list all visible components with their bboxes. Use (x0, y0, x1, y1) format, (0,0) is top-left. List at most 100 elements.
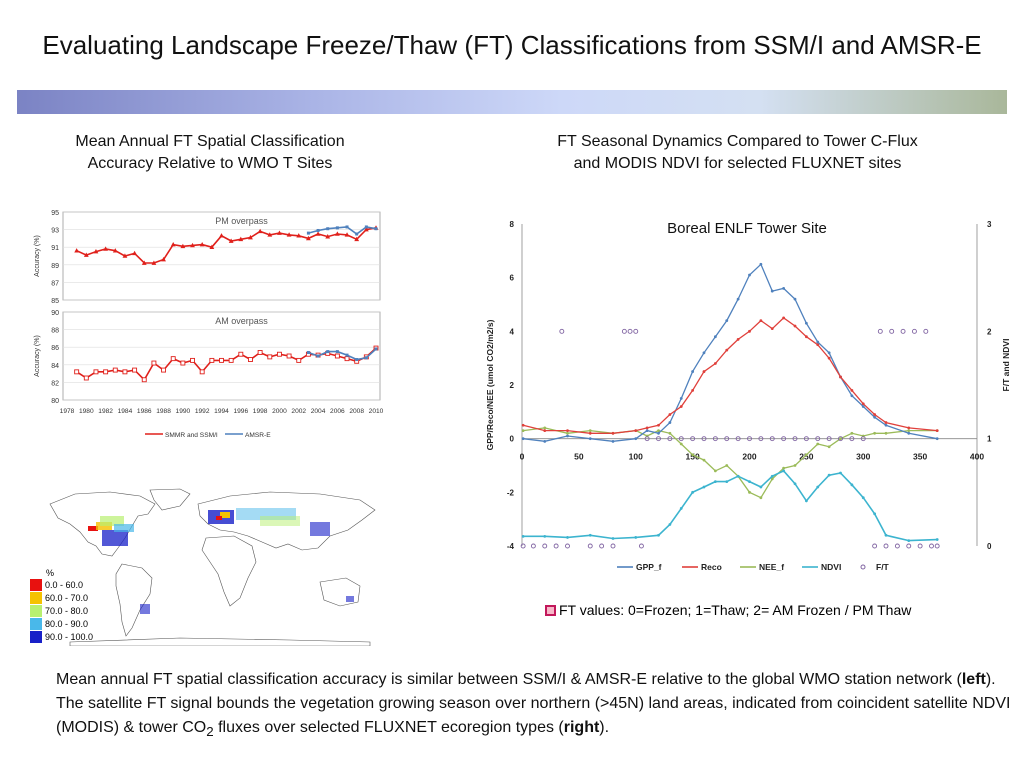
ft-point (889, 328, 895, 334)
ft-point (934, 543, 940, 549)
y-tick-label: 95 (51, 210, 59, 217)
data-point (713, 469, 717, 473)
ft-point (747, 436, 752, 442)
ft-point (803, 436, 809, 442)
data-point (679, 397, 683, 400)
ft-point (923, 328, 929, 334)
x-tick-label: 2000 (272, 408, 287, 415)
data-point (334, 353, 340, 359)
map-legend-row: 0.0 - 60.0 (30, 578, 93, 591)
data-point (611, 431, 615, 435)
map-blue-patch-na (102, 530, 128, 546)
x-tick-label: 150 (686, 452, 700, 462)
data-point (374, 347, 378, 351)
ft-point (530, 543, 536, 549)
data-point (657, 533, 660, 537)
data-point (657, 423, 660, 427)
x-tick-label: 1978 (60, 408, 75, 415)
data-point (691, 490, 695, 494)
data-point (170, 356, 176, 362)
data-point (748, 329, 751, 333)
data-point (161, 367, 167, 373)
map-red-patch-na (88, 526, 98, 531)
ft-point (906, 543, 912, 549)
ft-point (769, 436, 775, 442)
data-point (713, 362, 717, 365)
data-point (782, 466, 786, 470)
right-caption-line2: and MODIS NDVI for selected FLUXNET site… (573, 155, 902, 172)
world-accuracy-map (49, 488, 376, 646)
data-point (345, 225, 349, 229)
data-point (543, 439, 547, 443)
ft-point (815, 436, 821, 442)
map-legend-swatch (30, 591, 42, 604)
map-green-patch-asia (260, 516, 300, 526)
data-point (679, 442, 683, 446)
data-point (122, 253, 128, 258)
data-point (316, 354, 320, 358)
data-point (588, 431, 592, 435)
data-point (296, 233, 302, 238)
data-point (170, 241, 176, 247)
footer-part1: Mean annual FT spatial classification ac… (56, 671, 962, 688)
x-tick-label: 1990 (176, 408, 191, 415)
legend-label: F/T (876, 562, 890, 572)
map-blue-patch-au (346, 596, 354, 602)
data-point (306, 235, 311, 241)
footer-bold-right: right (563, 719, 600, 736)
x-tick-label: 2006 (330, 408, 345, 415)
map-legend-label: 90.0 - 100.0 (45, 631, 94, 642)
data-point (151, 360, 157, 366)
map-legend-row: 90.0 - 100.0 (30, 630, 93, 643)
data-point (334, 231, 340, 236)
series-line (523, 263, 938, 442)
data-point (736, 474, 740, 478)
data-point (122, 369, 128, 375)
data-point (691, 388, 695, 392)
legend-label-amsre: AMSR-E (245, 432, 271, 439)
data-point (364, 356, 368, 360)
data-point (276, 351, 282, 357)
map-legend-title: % (46, 568, 55, 578)
ft-point (587, 543, 593, 549)
x-tick-label: 1998 (253, 408, 268, 415)
ft-point (758, 436, 764, 442)
panel-title: PM overpass (215, 216, 268, 226)
map-legend: % 0.0 - 60.0 60.0 - 70.0 70.0 - 80.0 80.… (30, 568, 93, 643)
data-point (112, 248, 118, 253)
slide-title: Evaluating Landscape Freeze/Thaw (FT) Cl… (42, 30, 982, 60)
data-point (180, 360, 186, 366)
ft-point (621, 328, 627, 334)
map-cyan-patch-na (114, 524, 134, 532)
x-tick-label: 1982 (98, 408, 113, 415)
data-point (827, 356, 831, 360)
left-caption-line2: Accuracy Relative to WMO T Sites (87, 155, 333, 172)
data-point (935, 538, 939, 541)
map-legend-swatch (30, 630, 42, 643)
ft-point (911, 328, 917, 334)
x-tick-label: 1992 (195, 408, 210, 415)
data-point (679, 507, 683, 510)
data-point (657, 429, 660, 433)
data-point (793, 324, 797, 328)
data-point (267, 232, 273, 237)
ft-point (917, 543, 923, 549)
data-point (873, 512, 877, 516)
footer-bold-left: left (961, 671, 986, 688)
map-legend-swatch (30, 578, 42, 591)
footer-part4: ). (599, 719, 610, 736)
y2-tick-label: 0 (987, 542, 992, 551)
series-line (76, 227, 377, 264)
data-point (668, 523, 672, 526)
data-point (770, 327, 774, 331)
data-point (907, 539, 911, 543)
ft-point (792, 436, 798, 442)
y-tick-label: 0 (510, 435, 515, 444)
data-point (180, 243, 186, 249)
legend-label: NDVI (821, 562, 841, 572)
data-point (315, 231, 321, 236)
data-point (103, 369, 109, 375)
data-point (736, 297, 740, 301)
ft-point (826, 436, 832, 442)
data-point (759, 262, 763, 266)
